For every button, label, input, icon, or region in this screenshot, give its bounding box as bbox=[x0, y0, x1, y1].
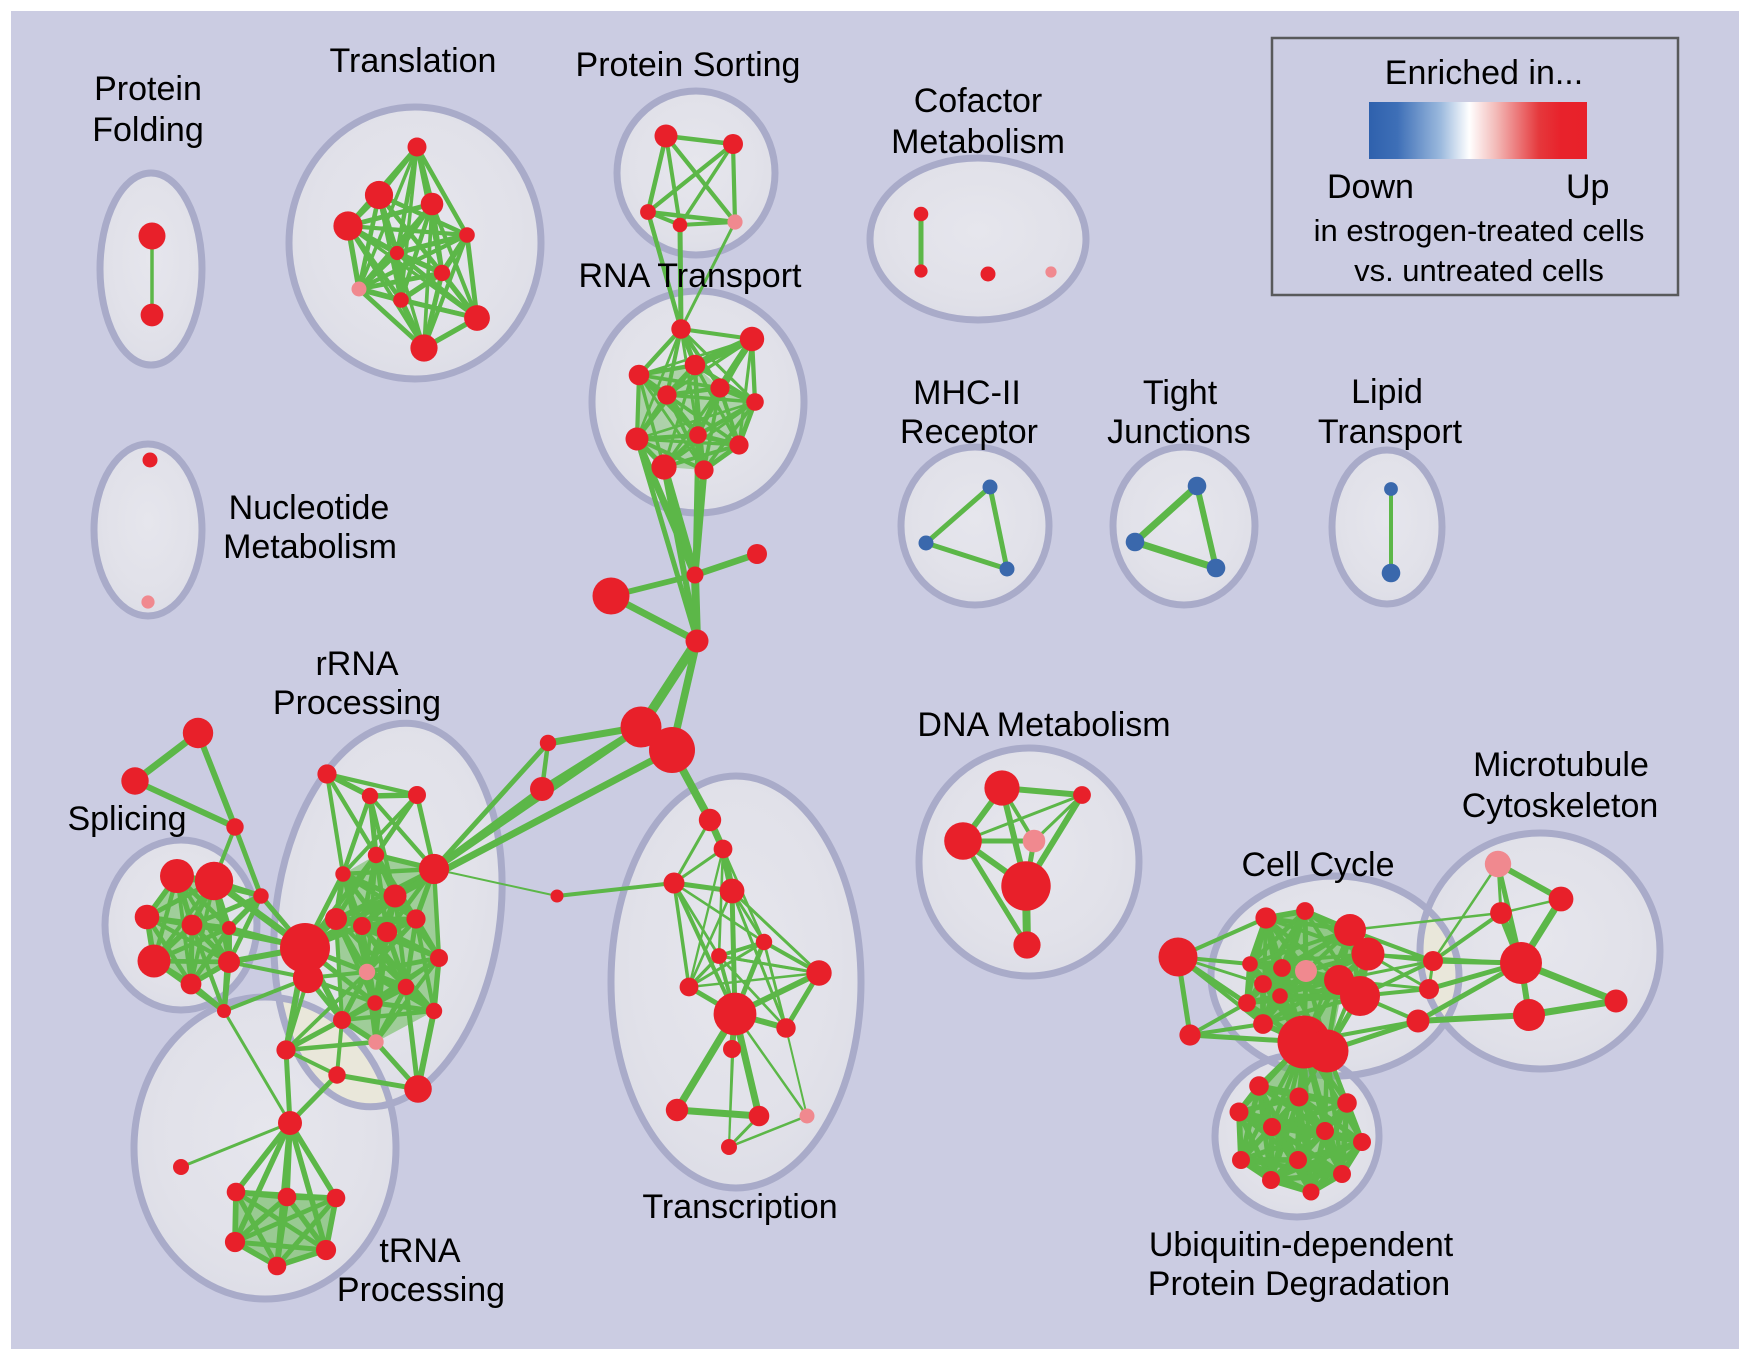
svg-text:Cell Cycle: Cell Cycle bbox=[1241, 846, 1394, 884]
svg-text:Down: Down bbox=[1327, 168, 1414, 206]
svg-text:Tight: Tight bbox=[1143, 374, 1218, 412]
svg-text:Enriched in...: Enriched in... bbox=[1385, 54, 1583, 92]
svg-text:Nucleotide: Nucleotide bbox=[229, 489, 390, 527]
svg-text:Protein Sorting: Protein Sorting bbox=[576, 46, 801, 84]
svg-text:Ubiquitin-dependent: Ubiquitin-dependent bbox=[1149, 1226, 1454, 1264]
svg-text:Cofactor: Cofactor bbox=[914, 82, 1043, 120]
svg-text:DNA Metabolism: DNA Metabolism bbox=[917, 706, 1170, 744]
svg-text:Metabolism: Metabolism bbox=[223, 528, 397, 566]
svg-text:Folding: Folding bbox=[92, 111, 204, 149]
svg-text:Receptor: Receptor bbox=[900, 413, 1038, 451]
svg-text:Transcription: Transcription bbox=[642, 1188, 837, 1226]
svg-text:Processing: Processing bbox=[273, 684, 441, 722]
svg-text:vs. untreated cells: vs. untreated cells bbox=[1354, 253, 1604, 288]
svg-text:in estrogen-treated cells: in estrogen-treated cells bbox=[1314, 213, 1645, 248]
svg-text:Metabolism: Metabolism bbox=[891, 123, 1065, 161]
svg-text:Translation: Translation bbox=[330, 42, 497, 80]
svg-text:tRNA: tRNA bbox=[379, 1232, 461, 1270]
svg-text:rRNA: rRNA bbox=[315, 645, 398, 683]
svg-text:Protein: Protein bbox=[94, 70, 202, 108]
svg-text:MHC-II: MHC-II bbox=[913, 374, 1021, 412]
svg-text:Transport: Transport bbox=[1318, 413, 1463, 451]
svg-text:Up: Up bbox=[1566, 168, 1609, 206]
svg-text:Junctions: Junctions bbox=[1107, 413, 1251, 451]
svg-text:RNA Transport: RNA Transport bbox=[579, 257, 803, 295]
svg-text:Protein Degradation: Protein Degradation bbox=[1148, 1265, 1450, 1303]
svg-text:Cytoskeleton: Cytoskeleton bbox=[1462, 787, 1659, 825]
svg-text:Splicing: Splicing bbox=[67, 800, 186, 838]
svg-text:Microtubule: Microtubule bbox=[1473, 746, 1649, 784]
svg-text:Lipid: Lipid bbox=[1351, 373, 1423, 411]
svg-text:Processing: Processing bbox=[337, 1271, 505, 1309]
